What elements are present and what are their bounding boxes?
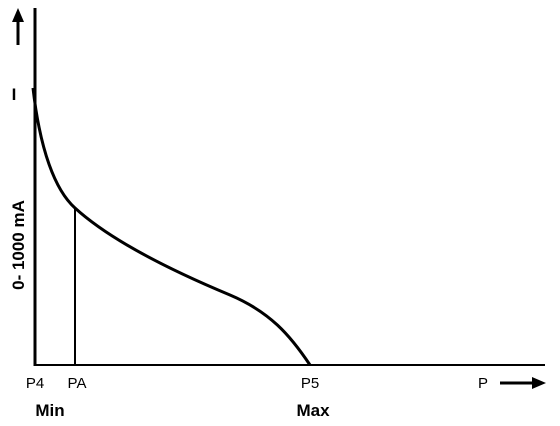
curve <box>31 87 312 366</box>
y-symbol: I <box>12 85 17 104</box>
min-label: Min <box>35 401 64 420</box>
x-arrow-head <box>532 377 546 389</box>
y-arrow-head <box>12 8 24 22</box>
x-label: P4 <box>26 375 44 392</box>
max-label: Max <box>296 401 330 420</box>
x-label: P5 <box>301 375 319 392</box>
x-label: PA <box>68 375 87 392</box>
y-label: 0- 1000 mA <box>9 200 28 290</box>
x-label: P <box>478 375 488 392</box>
